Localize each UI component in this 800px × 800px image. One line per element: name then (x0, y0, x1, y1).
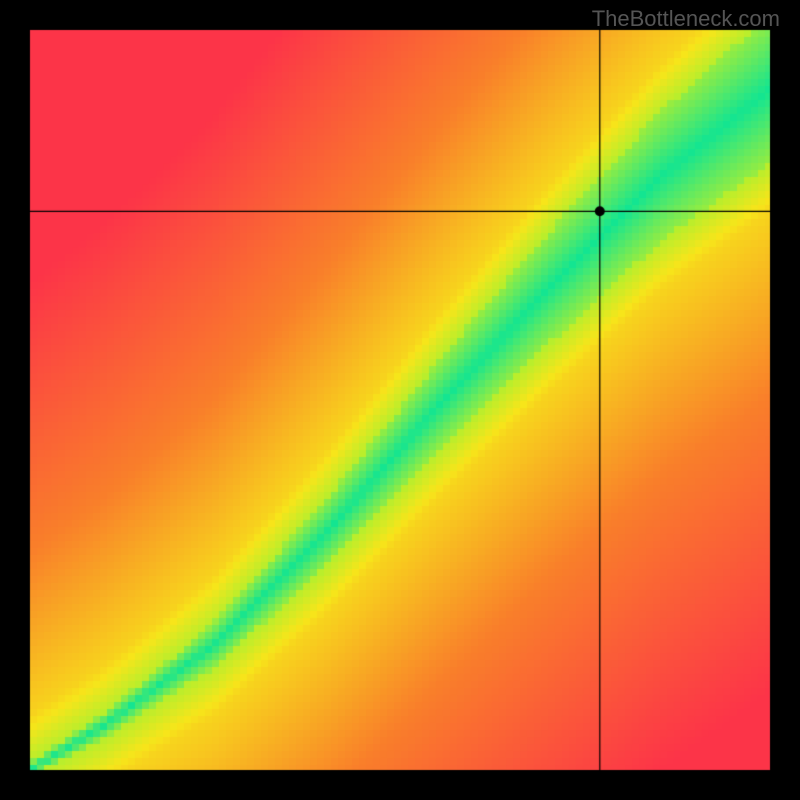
watermark-text: TheBottleneck.com (592, 6, 780, 32)
bottleneck-heatmap-canvas (0, 0, 800, 800)
chart-container: TheBottleneck.com (0, 0, 800, 800)
